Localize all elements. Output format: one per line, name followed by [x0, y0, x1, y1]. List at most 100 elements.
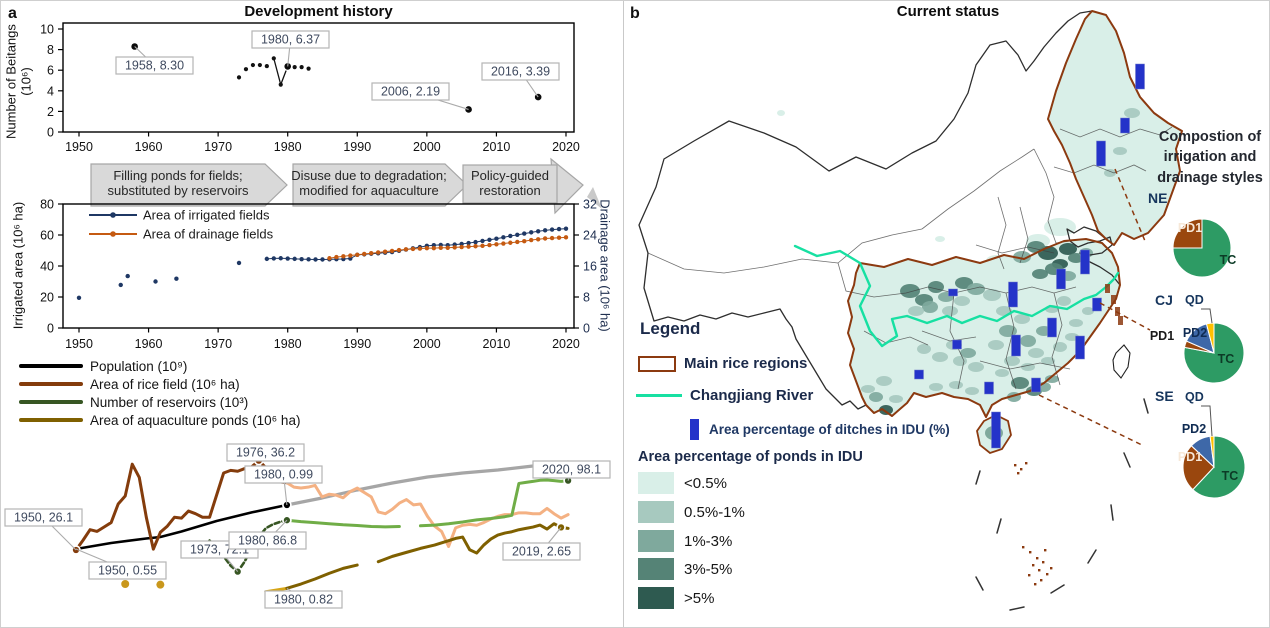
annotation-box: [244, 465, 323, 484]
panel-b: b Current status NE TC PD1 CJ QD TC PD2 PD1 SE QD…: [623, 1, 1269, 627]
x-tick-label: 1970: [204, 337, 232, 351]
island-dot: [1032, 564, 1035, 567]
arrow-tip: [587, 187, 602, 209]
island-dot: [1038, 569, 1041, 572]
data-point: [556, 226, 562, 232]
y-tick-label: 4: [47, 84, 54, 98]
y-tick-label: 16: [583, 260, 597, 274]
data-point: [563, 235, 569, 240]
legend-class-row: 1%-3%: [638, 529, 732, 553]
data-point: [515, 232, 520, 238]
choropleth-blob: [1113, 147, 1127, 155]
ditch-bar: [948, 288, 958, 297]
data-point: [487, 237, 492, 243]
choropleth-swatch: [638, 472, 674, 494]
choropleth-blob: [908, 306, 924, 316]
data-point: [508, 233, 513, 239]
annotation-label: 1976, 36.2: [236, 446, 295, 460]
data-point: [306, 257, 311, 262]
data-point: [431, 245, 437, 251]
data-point: [535, 229, 541, 234]
legend-label: Main rice regions: [684, 355, 808, 372]
data-point: [508, 240, 513, 245]
annotation-box: [115, 56, 194, 75]
changjiang-river: [793, 244, 1120, 348]
qd-leader-line: [1201, 308, 1213, 324]
island-dot: [1042, 561, 1045, 564]
data-point: [403, 247, 409, 252]
plot-box: [62, 203, 575, 329]
data-point: [452, 245, 457, 250]
legend-label: Population (10⁹): [90, 358, 188, 374]
legend-item-rice-regions: Main rice regions: [638, 355, 807, 372]
data-point: [466, 244, 471, 249]
data-point: [264, 63, 269, 69]
data-point: [306, 66, 311, 71]
pie-slice: [1205, 322, 1215, 354]
nine-dash-segment: [996, 518, 1002, 534]
qd-leader-line: [1201, 405, 1213, 437]
choropleth-swatch: [638, 558, 674, 580]
annotation-box: [228, 531, 307, 550]
island-dot: [1029, 551, 1032, 554]
data-point: [473, 244, 478, 249]
y-tick-label: 2: [47, 105, 54, 119]
pie-leader-line: [1099, 302, 1151, 331]
data-point: [257, 62, 262, 68]
data-point: [362, 251, 367, 257]
data-point: [264, 256, 270, 262]
pie-composition-note: Compostion of irrigation and drainage st…: [1157, 129, 1263, 186]
nine-dash-segment: [975, 576, 984, 591]
pie-slice-label: TC: [1220, 253, 1237, 267]
pie-leader-line: [1114, 168, 1146, 242]
y-tick-label: 32: [583, 198, 597, 212]
choropleth-blob: [1011, 377, 1029, 389]
panel-b-letter: b: [630, 5, 640, 22]
y-tick-label: 8: [583, 291, 590, 305]
pie-slice-label: PD2: [1183, 326, 1207, 340]
data-point: [236, 260, 242, 266]
data-point: [341, 254, 346, 259]
y-tick-label: 80: [40, 198, 54, 212]
data-point: [382, 249, 388, 254]
choropleth-blob: [1082, 307, 1094, 315]
rice-field-line-swatch: [19, 382, 83, 386]
phase-label: substituted by reservoirs: [108, 183, 249, 198]
choropleth-blob: [986, 255, 1006, 267]
annotation-box: [264, 590, 343, 609]
phase-label: Filling ponds for fields;: [113, 168, 242, 183]
data-point: [292, 65, 297, 70]
map-legend-heading: Legend: [640, 319, 701, 338]
choropleth-blob: [1104, 169, 1116, 177]
island-dot: [1022, 546, 1025, 549]
choropleth-swatch: [638, 530, 674, 552]
data-point: [466, 240, 471, 246]
aquaculture-line-swatch: [19, 418, 83, 422]
data-point: [459, 241, 464, 247]
data-point: [118, 282, 123, 288]
x-tick-label: 2010: [483, 140, 511, 154]
legend-label: Area of aquaculture ponds (10⁶ ha): [90, 412, 301, 428]
coastal-patch: [1115, 307, 1120, 316]
phase-label: modified for aquaculture: [299, 183, 438, 198]
island-dot: [1014, 464, 1017, 467]
choropleth-blob: [1124, 108, 1140, 118]
data-point: [396, 247, 402, 253]
data-point: [243, 67, 249, 72]
ditch-bar: [1075, 335, 1085, 360]
data-point: [529, 237, 534, 243]
phase-label: Disuse due to degradation;: [291, 168, 446, 183]
y-tick-label: 10: [40, 23, 54, 37]
data-point: [313, 257, 318, 262]
pie-slice-label: PD1: [1178, 450, 1202, 464]
data-point: [556, 235, 562, 240]
choropleth-blob: [922, 301, 938, 313]
island-dot: [1050, 567, 1053, 570]
plot-box: [62, 22, 575, 133]
choropleth-blob: [983, 289, 1001, 301]
nine-dash-segment: [1143, 398, 1149, 414]
beitangs-chart: 0 2 4 6 8 10 1950 1960 1970 1980 1990 2000 2010 2020 1…: [40, 22, 580, 154]
ditch-bar: [1008, 281, 1018, 308]
data-point: [529, 230, 534, 235]
data-point: [542, 228, 548, 233]
